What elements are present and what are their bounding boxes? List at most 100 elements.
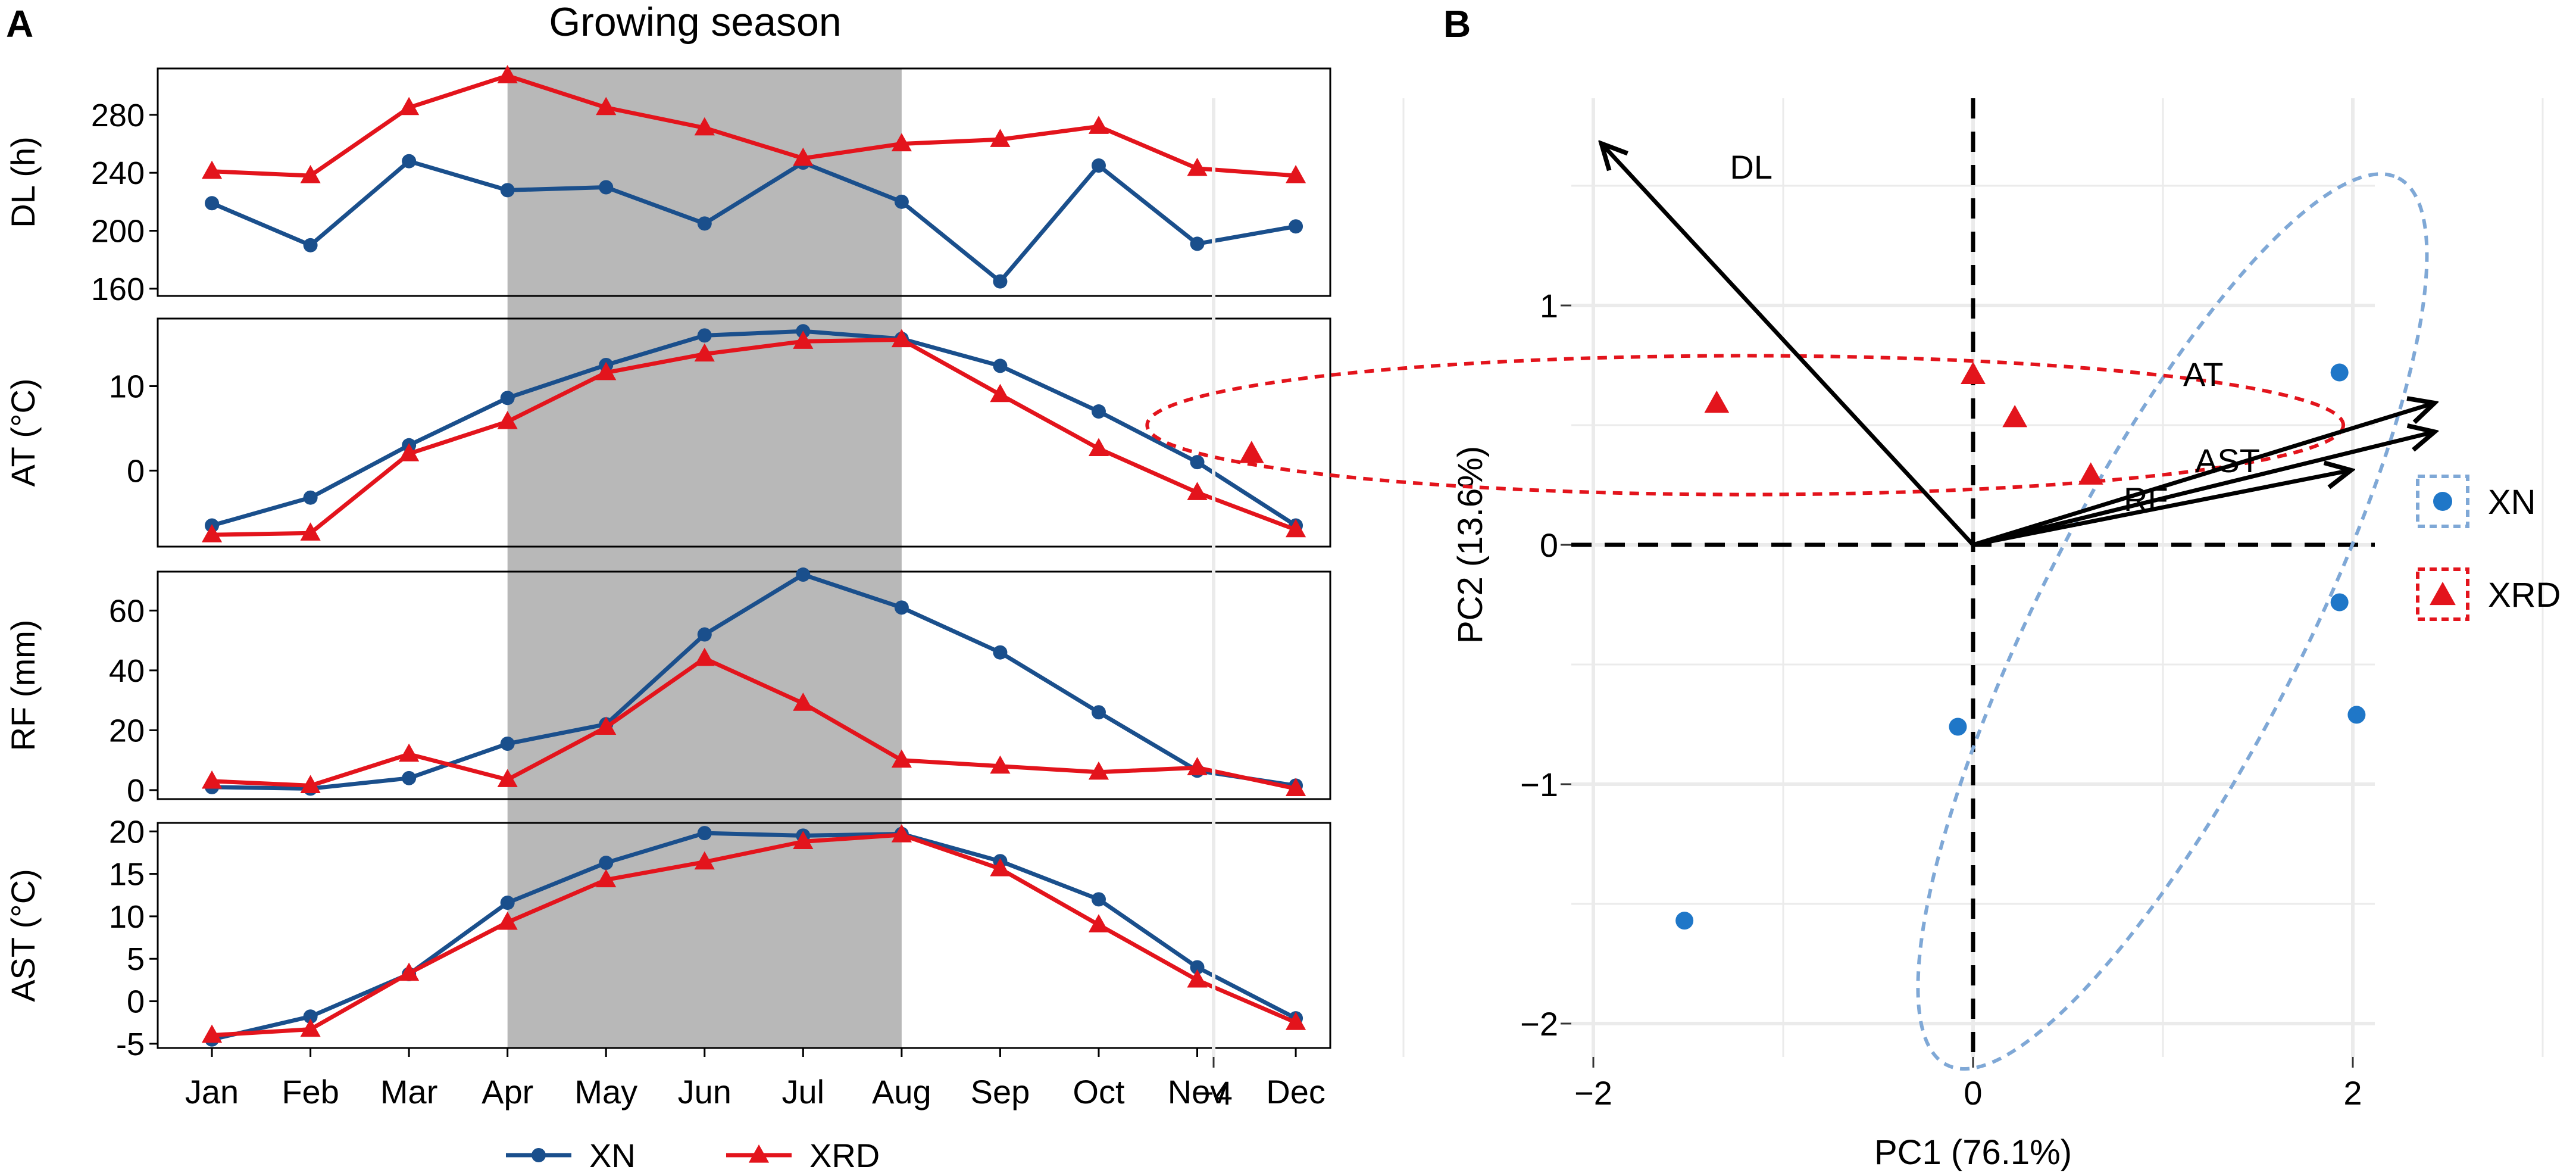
y-tick-label: −1 <box>1520 766 1558 803</box>
data-point-XRD <box>399 96 420 116</box>
data-point-XN <box>500 737 515 751</box>
data-point-XN <box>1289 219 1303 234</box>
x-tick-label: Mar <box>380 1073 437 1111</box>
data-point-XRD <box>497 411 518 429</box>
data-point-XRD <box>300 1018 321 1037</box>
data-point-XN <box>1190 236 1205 251</box>
data-point-XRD <box>596 869 617 888</box>
data-point-XRD <box>694 117 715 136</box>
data-point-XN <box>303 490 318 505</box>
series-line-XRD <box>211 73 1296 178</box>
subplot-frame <box>157 822 1331 1049</box>
data-point-XRD <box>990 755 1011 774</box>
data-point-XRD <box>1088 761 1109 780</box>
data-point-XRD <box>1088 438 1109 457</box>
loading-label-DL: DL <box>1730 148 1772 186</box>
subplot-frame <box>157 67 1331 297</box>
loading-label-RF: RF <box>2124 481 2168 518</box>
data-point-XN <box>402 154 417 169</box>
data-point-XN <box>894 600 909 615</box>
data-point-XRD <box>891 329 912 348</box>
confidence-ellipse-XN <box>1916 172 2429 1071</box>
loading-arrow-AST <box>1972 432 2433 547</box>
y-tick-label: 1 <box>1540 287 1558 325</box>
growing-season-shade <box>507 68 902 1048</box>
panel-a-label: A <box>6 2 33 45</box>
legend-a: XN XRD <box>506 1137 880 1174</box>
y-tick-label: 40 <box>109 653 145 689</box>
data-point-XRD <box>694 647 715 666</box>
x-tick-label: Jun <box>678 1073 731 1111</box>
data-point-XRD <box>990 383 1011 403</box>
data-point-XN <box>1091 158 1106 173</box>
y-axis-label: AT (°C) <box>4 378 42 486</box>
data-point-XRD <box>793 147 814 166</box>
data-point-XN <box>1091 892 1106 907</box>
y-axis-label: PC2 (13.6%) <box>1451 446 1490 644</box>
data-point-XRD <box>201 524 223 542</box>
y-tick-label: 10 <box>109 899 145 935</box>
data-point-XRD <box>1187 157 1208 176</box>
pca-point-XRD <box>1239 441 1264 463</box>
loading-label-AT: AT <box>2183 355 2223 393</box>
legend-marker <box>2430 582 2456 606</box>
data-point-XN <box>402 771 417 785</box>
y-tick-label: 15 <box>109 857 145 893</box>
y-tick-label: 280 <box>91 98 145 133</box>
data-point-XRD <box>1285 519 1306 538</box>
legend-label: XRD <box>809 1137 880 1174</box>
data-point-XRD <box>399 962 420 981</box>
y-axis-label: AST (°C) <box>4 869 42 1002</box>
data-point-XRD <box>1187 482 1208 500</box>
x-tick-label: Oct <box>1073 1073 1125 1111</box>
y-tick-label: 0 <box>127 773 145 809</box>
y-tick-label: 5 <box>127 941 145 977</box>
panel-b-label: B <box>1443 2 1471 45</box>
data-point-XRD <box>990 129 1011 147</box>
data-point-XN <box>697 627 712 642</box>
data-point-XN <box>993 358 1008 373</box>
x-tick-label: −4 <box>1195 1074 1233 1112</box>
x-tick-label: Apr <box>482 1073 533 1111</box>
data-point-XN <box>1091 705 1106 720</box>
y-tick-label: -5 <box>116 1027 145 1062</box>
data-point-XRD <box>497 769 518 787</box>
data-point-XRD <box>497 911 518 930</box>
x-tick-label: Jan <box>185 1073 239 1111</box>
series-line-XN <box>211 329 1297 528</box>
loading-arrow-RF <box>1972 470 2349 547</box>
data-point-XN <box>599 856 614 871</box>
data-point-XN <box>697 216 712 231</box>
data-point-XRD <box>300 165 321 183</box>
pca-point-XN <box>2330 363 2349 382</box>
x-tick-label: Feb <box>282 1073 339 1111</box>
data-point-XRD <box>1187 969 1208 988</box>
data-point-XRD <box>793 831 814 849</box>
legend-key-box <box>2416 475 2469 528</box>
data-point-XRD <box>694 851 715 870</box>
data-point-XN <box>1091 404 1106 419</box>
data-point-XRD <box>201 770 223 789</box>
data-point-XN <box>500 183 515 198</box>
subplot-3: -5 0 5 10 15 20 AST (°C) <box>4 814 1331 1062</box>
data-point-XRD <box>694 343 715 362</box>
confidence-ellipse-XRD <box>1145 354 2346 497</box>
growing-season-title: Growing season <box>549 0 841 45</box>
x-tick-label: Dec <box>1266 1073 1325 1111</box>
pca-point-XN <box>1949 718 1967 736</box>
data-point-XRD <box>891 749 912 768</box>
series-line-XRD <box>211 337 1297 537</box>
y-axis-label: DL (h) <box>4 136 42 228</box>
data-point-XRD <box>793 693 814 711</box>
data-point-XN <box>500 896 515 910</box>
data-point-XRD <box>201 1024 223 1043</box>
data-point-XRD <box>399 743 420 762</box>
legend-marker <box>748 1144 770 1163</box>
x-tick-label: May <box>574 1073 637 1111</box>
data-point-XN <box>993 645 1008 660</box>
subplot-frame <box>157 570 1331 800</box>
y-tick-label: 20 <box>109 814 145 850</box>
